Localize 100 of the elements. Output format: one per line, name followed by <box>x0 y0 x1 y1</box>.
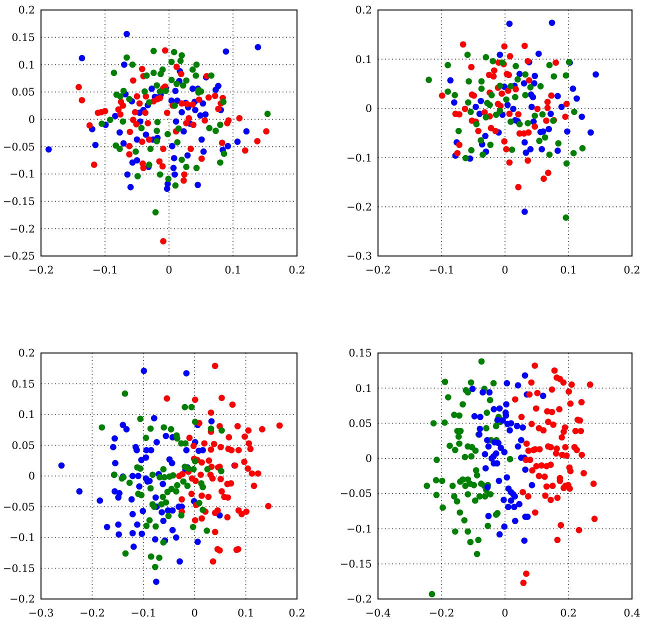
point <box>475 128 482 134</box>
point <box>530 94 536 100</box>
y-tick-label: 0 <box>365 103 372 116</box>
point <box>492 112 500 118</box>
point <box>522 71 529 78</box>
y-tick-label: −0.2 <box>346 594 372 606</box>
point <box>570 150 577 156</box>
point <box>544 98 551 106</box>
y-tick-label: −0.1 <box>346 523 372 536</box>
y-tick-label: −0.2 <box>10 594 35 606</box>
y-tick-label: 0.15 <box>12 378 35 390</box>
y-tick-label: −0.2 <box>346 201 372 214</box>
y-tick-label: 0.15 <box>348 348 372 360</box>
point <box>473 120 480 128</box>
point <box>478 137 484 144</box>
point <box>546 62 553 68</box>
point <box>452 92 458 98</box>
point <box>592 71 600 78</box>
point <box>456 111 462 118</box>
point <box>562 72 570 79</box>
point <box>447 77 454 84</box>
point <box>563 100 570 108</box>
point <box>506 159 513 166</box>
y-tick-label: 0.15 <box>12 32 35 44</box>
y-tick-label: −0.1 <box>346 152 372 164</box>
point <box>514 76 521 83</box>
point <box>480 151 486 158</box>
y-tick-label: 0.2 <box>355 4 372 17</box>
point <box>537 83 544 90</box>
x-tick-label: −0.4 <box>365 608 392 620</box>
point <box>506 53 514 60</box>
point <box>506 110 513 118</box>
point <box>546 151 553 158</box>
y-tick-label: −0.25 <box>2 250 35 263</box>
x-tick-label: 0.2 <box>288 264 306 276</box>
point <box>578 114 586 120</box>
point <box>508 146 516 153</box>
point <box>570 86 576 92</box>
point <box>558 104 565 110</box>
point <box>516 120 523 128</box>
point <box>554 92 561 100</box>
point <box>544 170 552 176</box>
point <box>508 83 514 90</box>
point <box>444 62 452 68</box>
point <box>464 99 472 106</box>
point <box>468 64 475 70</box>
point <box>462 154 469 162</box>
x-tick-label: 0.2 <box>288 608 306 620</box>
point <box>501 43 508 50</box>
point <box>574 95 580 102</box>
y-tick-label: −0.05 <box>2 501 35 514</box>
point <box>490 58 496 64</box>
y-tick-label: 0.05 <box>12 86 35 99</box>
point <box>548 20 556 26</box>
point <box>532 72 538 80</box>
point <box>548 92 555 99</box>
point <box>482 114 490 120</box>
point <box>488 92 495 98</box>
x-tick-label: 0.1 <box>560 264 577 276</box>
point <box>522 92 529 98</box>
x-tick-label: 0 <box>191 608 198 620</box>
point <box>524 157 532 164</box>
point <box>520 80 528 87</box>
point <box>579 145 586 152</box>
point <box>525 129 532 136</box>
point <box>563 160 570 167</box>
point <box>527 146 534 152</box>
x-tick-label: −0.1 <box>428 264 454 276</box>
point <box>504 102 511 108</box>
y-tick-label: 0.2 <box>18 4 35 17</box>
point <box>444 88 452 95</box>
x-tick-label: 0.1 <box>237 608 254 620</box>
point <box>515 111 522 118</box>
point <box>486 102 493 108</box>
x-tick-label: −0.2 <box>79 608 105 620</box>
point <box>472 104 479 110</box>
point <box>456 142 462 148</box>
y-tick-label: 0.05 <box>12 440 35 452</box>
point <box>464 52 471 58</box>
x-tick-label: 0 <box>502 608 508 620</box>
point <box>466 78 472 85</box>
y-tick-label: −0.1 <box>10 532 35 544</box>
point <box>496 108 504 114</box>
point <box>562 214 570 221</box>
point <box>468 147 475 154</box>
point <box>548 110 554 118</box>
y-tick-label: −0.15 <box>2 562 35 575</box>
point <box>478 98 484 104</box>
point <box>521 139 528 146</box>
point <box>552 59 559 66</box>
y-tick-label: −0.05 <box>340 488 372 500</box>
x-tick-label: 0.1 <box>224 264 242 276</box>
point <box>515 184 522 190</box>
y-tick-label: 0.1 <box>18 59 35 72</box>
point <box>544 104 551 112</box>
point <box>498 90 506 97</box>
point <box>510 106 516 112</box>
y-tick-label: −0.15 <box>2 196 35 208</box>
point <box>454 150 461 156</box>
x-tick-label: 0.2 <box>560 608 577 620</box>
